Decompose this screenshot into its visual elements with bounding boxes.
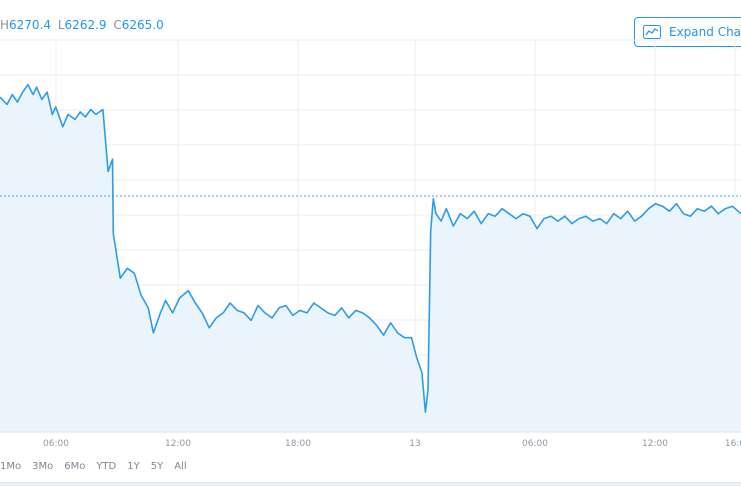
ohlc-readout: H6270.4 L6262.9 C6265.0 xyxy=(0,18,167,32)
ohlc-high: H6270.4 xyxy=(0,18,52,32)
ohlc-close: C6265.0 xyxy=(113,18,164,32)
expand-chart-label: Expand Chart xyxy=(669,25,741,39)
range-option-5y[interactable]: 5Y xyxy=(150,460,164,472)
series-area xyxy=(0,84,741,432)
x-tick-label: 06:00 xyxy=(43,439,69,449)
price-chart[interactable]: 06:00 12:00 18:00 13 06:00 12:00 16:0 xyxy=(0,0,741,450)
range-option-ytd[interactable]: YTD xyxy=(96,460,117,472)
range-option-3mo[interactable]: 3Mo xyxy=(32,460,54,472)
range-option-1mo[interactable]: 1Mo xyxy=(0,460,22,472)
x-tick-label: 12:00 xyxy=(642,439,668,449)
series-line xyxy=(0,83,741,413)
range-option-all[interactable]: All xyxy=(174,460,187,472)
x-tick-label: 16:0 xyxy=(725,439,741,449)
ohlc-low: L6262.9 xyxy=(57,18,107,32)
range-selector: 1Mo 3Mo 6Mo YTD 1Y 5Y All xyxy=(0,456,198,476)
line-chart-icon xyxy=(643,25,661,39)
x-tick-label: 13 xyxy=(409,439,420,449)
range-option-1y[interactable]: 1Y xyxy=(127,460,140,472)
x-tick-label: 06:00 xyxy=(522,439,548,449)
x-tick-label: 12:00 xyxy=(165,439,191,449)
x-tick-label: 18:00 xyxy=(285,439,311,449)
range-option-6mo[interactable]: 6Mo xyxy=(64,460,86,472)
expand-chart-button[interactable]: Expand Chart xyxy=(634,17,741,47)
